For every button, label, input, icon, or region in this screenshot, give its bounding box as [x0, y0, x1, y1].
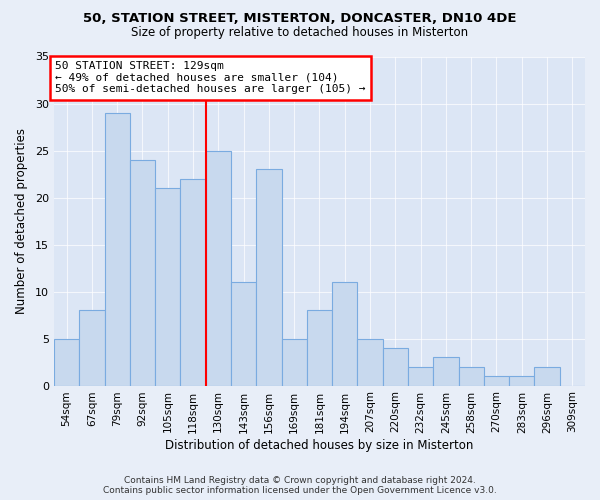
- Bar: [458, 367, 484, 386]
- Bar: [256, 170, 281, 386]
- Bar: [79, 310, 104, 386]
- Bar: [130, 160, 155, 386]
- Bar: [206, 150, 231, 386]
- Bar: [332, 282, 358, 386]
- Bar: [155, 188, 181, 386]
- Text: 50, STATION STREET, MISTERTON, DONCASTER, DN10 4DE: 50, STATION STREET, MISTERTON, DONCASTER…: [83, 12, 517, 26]
- Bar: [54, 338, 79, 386]
- Text: Size of property relative to detached houses in Misterton: Size of property relative to detached ho…: [131, 26, 469, 39]
- Bar: [231, 282, 256, 386]
- Bar: [104, 113, 130, 386]
- X-axis label: Distribution of detached houses by size in Misterton: Distribution of detached houses by size …: [165, 440, 473, 452]
- Bar: [383, 348, 408, 386]
- Bar: [358, 338, 383, 386]
- Y-axis label: Number of detached properties: Number of detached properties: [15, 128, 28, 314]
- Bar: [433, 358, 458, 386]
- Bar: [484, 376, 509, 386]
- Bar: [281, 338, 307, 386]
- Text: Contains HM Land Registry data © Crown copyright and database right 2024.
Contai: Contains HM Land Registry data © Crown c…: [103, 476, 497, 495]
- Text: 50 STATION STREET: 129sqm
← 49% of detached houses are smaller (104)
50% of semi: 50 STATION STREET: 129sqm ← 49% of detac…: [55, 61, 365, 94]
- Bar: [509, 376, 535, 386]
- Bar: [535, 367, 560, 386]
- Bar: [408, 367, 433, 386]
- Bar: [307, 310, 332, 386]
- Bar: [181, 178, 206, 386]
